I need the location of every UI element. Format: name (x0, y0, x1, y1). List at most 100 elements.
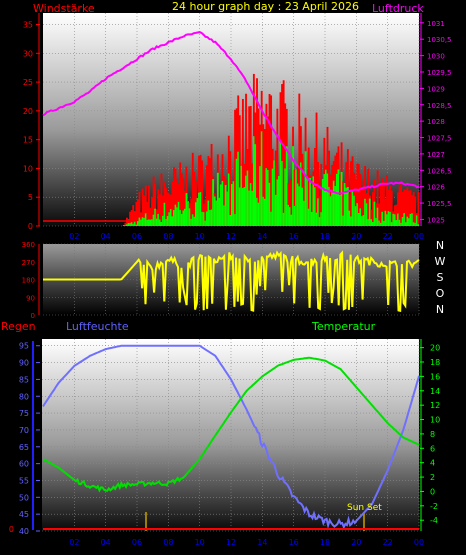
wind-average-bar (252, 136, 255, 226)
humidity-tick-label: 60 (19, 460, 29, 469)
wind-average-bar (348, 210, 351, 226)
wind-gust-bar (263, 129, 266, 226)
wind-average-bar (343, 183, 346, 226)
humidity-tick-label: 40 (19, 527, 29, 536)
rain-tick-label: 0 (9, 525, 14, 534)
pressure-tick-label: 1027,5 (427, 135, 452, 143)
wind-average-bar (390, 222, 393, 226)
wind-average-bar (232, 181, 235, 226)
wind-average-bar (281, 160, 283, 226)
wind-gust-bar (293, 169, 296, 226)
wind-average-bar (221, 180, 224, 226)
x-tick-label: 02 (69, 232, 79, 241)
wind-gust-bar (281, 84, 283, 226)
wind-average-bar (337, 169, 340, 226)
wind-average-bar (257, 202, 260, 226)
wind-gust-bar (357, 164, 360, 226)
wind-average-bar (359, 208, 362, 226)
pressure-tick-label: 1026 (427, 184, 445, 192)
compass-letter: W (435, 255, 446, 268)
compass-letter: N (436, 303, 444, 316)
wind-average-bar (235, 158, 238, 226)
wind-gust-bar (248, 106, 251, 226)
wind-gust-bar (173, 167, 175, 226)
wind-gust-bar (205, 165, 208, 226)
wind-average-bar (126, 224, 128, 226)
wind-average-bar (229, 214, 232, 226)
wind-gust-bar (408, 190, 410, 226)
wind-gust-bar (144, 185, 147, 226)
wind-average-bar (198, 192, 200, 226)
wind-average-bar (237, 151, 240, 226)
wind-average-bar (323, 174, 326, 226)
wind-average-bar (143, 217, 146, 226)
wind-gust-bar (151, 196, 153, 226)
compass-letter: N (436, 239, 444, 252)
wind-average-bar (187, 201, 189, 226)
wind-average-bar (227, 173, 230, 226)
wind-average-bar (408, 218, 410, 226)
wind-average-bar (345, 187, 348, 226)
wind-average-bar (406, 216, 409, 226)
wind-gust-bar (290, 179, 293, 226)
climate-panel-grid (42, 339, 420, 532)
wind-gust-bar (386, 175, 388, 226)
wind-average-bar (412, 222, 415, 226)
wind-average-bar (234, 214, 236, 226)
wind-tick-label: 30 (23, 49, 33, 58)
wind-axis-title: Windstärke (33, 2, 95, 15)
wind-average-bar (351, 191, 354, 226)
wind-average-bar (315, 212, 318, 226)
wind-gust-bar (318, 196, 321, 226)
wind-direction-line (43, 250, 420, 313)
wind-gust-bar (376, 170, 379, 226)
wind-gust-bar (207, 156, 210, 226)
direction-tick-label: 270 (22, 259, 35, 267)
wind-average-bar (256, 197, 258, 226)
wind-average-bar (135, 224, 138, 226)
x-axis-ticks-bottom: 02 04 06 08 10 12 14 16 18 20 22 00 (69, 538, 424, 547)
wind-average-bar (401, 217, 404, 226)
wind-average-bar (162, 215, 164, 226)
x-tick-label: 16 (289, 232, 299, 241)
wind-average-bar (386, 214, 388, 226)
wind-average-bar (140, 219, 142, 226)
wind-average-bar (298, 186, 301, 226)
x-tick-label: 18 (320, 232, 330, 241)
wind-gust-bar (378, 203, 381, 226)
wind-gust-bar (288, 179, 291, 226)
wind-average-bar (307, 208, 310, 226)
wind-average-bar (288, 207, 291, 226)
wind-average-bar (304, 151, 307, 226)
temperature-tick-label: -2 (430, 502, 438, 511)
compass-letter: S (437, 271, 444, 284)
wind-gust-bar (157, 189, 160, 226)
wind-gust-bar (350, 161, 352, 226)
wind-gust-bar (257, 108, 260, 226)
wind-gust-bar (387, 189, 390, 226)
wind-gust-bar (320, 163, 323, 226)
wind-gust-bar (155, 209, 158, 226)
wind-gust-bar (367, 168, 370, 226)
wind-gust-bar (179, 162, 182, 226)
x-tick-label: 16 (289, 538, 299, 547)
wind-gust-bar (397, 192, 399, 226)
wind-gust-bar (234, 109, 236, 226)
wind-average-bar (370, 219, 373, 226)
wind-average-bar (146, 219, 149, 226)
wind-average-bar (196, 198, 199, 226)
wind-average-bar (241, 188, 244, 226)
wind-gust-bar (124, 222, 127, 226)
temperature-tick-label: 0 (430, 487, 435, 496)
wind-gust-bar (138, 191, 141, 226)
wind-average-bar (296, 183, 299, 226)
wind-average-bar (163, 202, 166, 226)
wind-average-bar (169, 209, 172, 226)
wind-gust-bar (400, 184, 403, 226)
wind-gust-bar (204, 199, 207, 226)
wind-average-bar (301, 187, 304, 226)
pressure-line (42, 31, 420, 195)
wind-average-bar (133, 220, 136, 226)
wind-average-bar (414, 222, 417, 226)
wind-average-bar (154, 208, 157, 226)
